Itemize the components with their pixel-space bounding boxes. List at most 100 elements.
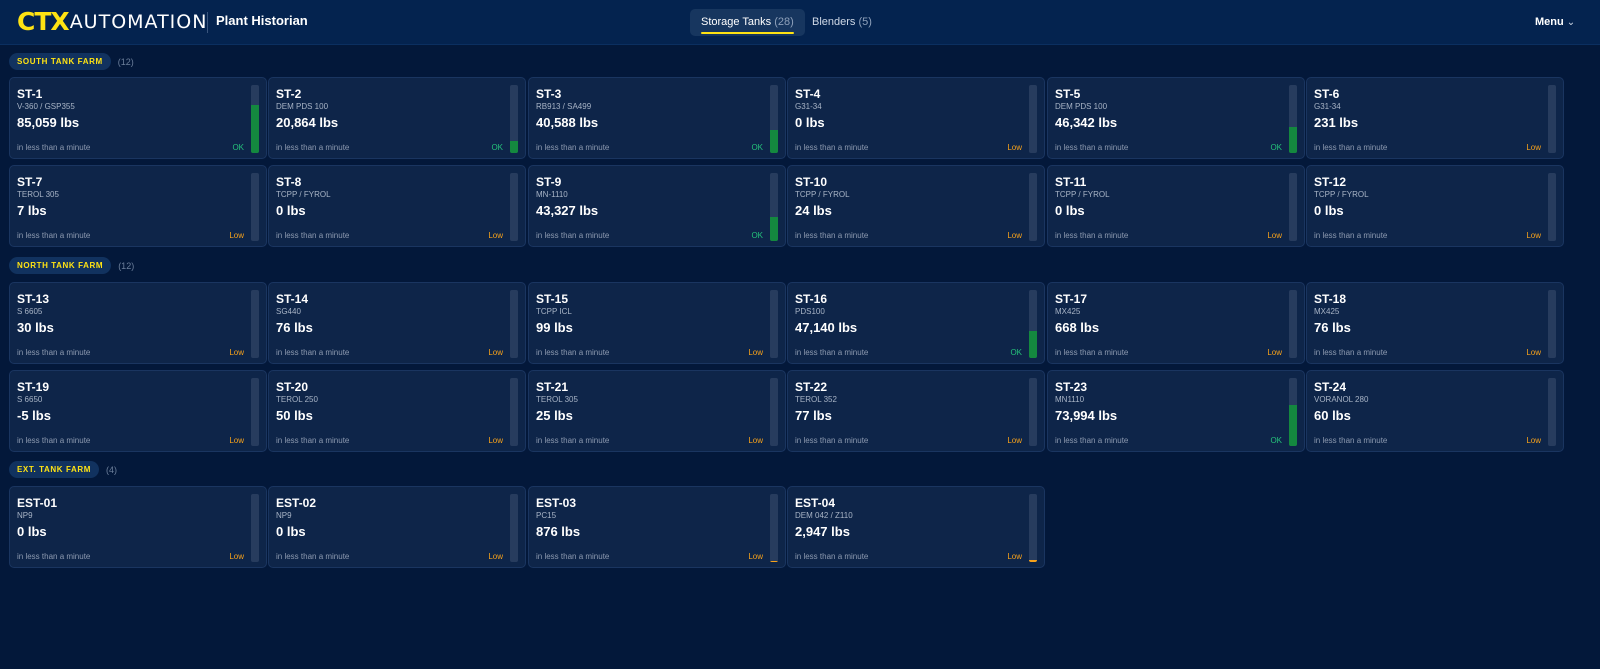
tank-id: ST-11 <box>1055 175 1087 189</box>
tank-card[interactable]: ST-3 RB913 / SA499 40,588 lbs in less than … <box>528 77 786 159</box>
tank-value: 25 lbs <box>536 408 573 423</box>
status-badge: OK <box>751 231 763 240</box>
last-updated: in less than a minute <box>536 436 610 445</box>
last-updated: in less than a minute <box>536 231 610 240</box>
tank-card[interactable]: ST-5 DEM PDS 100 46,342 lbs in less than a … <box>1047 77 1305 159</box>
last-updated: in less than a minute <box>276 436 350 445</box>
status-badge: OK <box>491 143 503 152</box>
top-bar: CTX AUTOMATION Plant Historian Storage T… <box>0 0 1600 45</box>
last-updated: in less than a minute <box>795 436 869 445</box>
last-updated: in less than a minute <box>17 348 91 357</box>
tank-id: EST-02 <box>276 496 317 510</box>
section-count: (4) <box>106 464 118 475</box>
tank-id: ST-13 <box>17 292 50 306</box>
tank-card[interactable]: ST-20 TEROL 250 50 lbs in less than a minut… <box>268 370 526 452</box>
tank-card[interactable]: ST-7 TEROL 305 7 lbs in less than a minute L… <box>9 165 267 247</box>
tank-value: 2,947 lbs <box>795 524 850 539</box>
section-header: NORTH TANK FARM (12) <box>9 257 134 274</box>
level-gauge <box>1548 290 1556 358</box>
status-badge: Low <box>1526 143 1541 152</box>
last-updated: in less than a minute <box>17 552 91 561</box>
level-gauge <box>1548 173 1556 241</box>
level-gauge-fill <box>1289 127 1297 153</box>
tank-card[interactable]: EST-02 NP9 0 lbs in less than a minute Low <box>268 486 526 568</box>
tank-value: 20,864 lbs <box>276 115 339 130</box>
tank-card[interactable]: ST-10 TCPP / FYROL 24 lbs in less than a mi… <box>787 165 1045 247</box>
tank-value: 0 lbs <box>17 524 47 539</box>
tank-card[interactable]: ST-16 PDS100 47,140 lbs in less than a minu… <box>787 282 1045 364</box>
last-updated: in less than a minute <box>536 348 610 357</box>
tank-id: ST-23 <box>1055 380 1088 394</box>
last-updated: in less than a minute <box>536 552 610 561</box>
tank-product: MN-1110 <box>536 190 568 199</box>
level-gauge <box>770 173 778 241</box>
level-gauge <box>510 85 518 153</box>
tank-value: 30 lbs <box>17 320 54 335</box>
tank-product: PDS100 <box>795 307 825 316</box>
tank-card[interactable]: EST-01 NP9 0 lbs in less than a minute Low <box>9 486 267 568</box>
tank-card[interactable]: ST-11 TCPP / FYROL 0 lbs in less than a min… <box>1047 165 1305 247</box>
tank-card[interactable]: ST-1 V-360 / GSP355 85,059 lbs in less than… <box>9 77 267 159</box>
tab-storage-tanks[interactable]: Storage Tanks (28) <box>690 9 805 36</box>
tank-card[interactable]: ST-15 TCPP ICL 99 lbs in less than a minute… <box>528 282 786 364</box>
tank-id: ST-14 <box>276 292 309 306</box>
level-gauge-fill <box>1029 330 1037 358</box>
level-gauge-fill <box>1289 404 1297 446</box>
status-badge: Low <box>1007 231 1022 240</box>
tab-blenders[interactable]: Blenders (5) <box>801 9 883 36</box>
tank-product: NP9 <box>276 511 292 520</box>
tank-value: 47,140 lbs <box>795 320 858 335</box>
tank-card[interactable]: ST-22 TEROL 352 77 lbs in less than a minut… <box>787 370 1045 452</box>
last-updated: in less than a minute <box>795 552 869 561</box>
level-gauge <box>770 290 778 358</box>
last-updated: in less than a minute <box>17 231 91 240</box>
tank-card[interactable]: ST-14 SG440 76 lbs in less than a minute Low <box>268 282 526 364</box>
tank-card[interactable]: ST-24 VORANOL 280 60 lbs in less than a min… <box>1306 370 1564 452</box>
tank-card[interactable]: ST-18 MX425 76 lbs in less than a minute Low <box>1306 282 1564 364</box>
last-updated: in less than a minute <box>17 436 91 445</box>
tank-value: 24 lbs <box>795 203 832 218</box>
tank-product: G31-34 <box>1314 102 1341 111</box>
last-updated: in less than a minute <box>536 143 610 152</box>
level-gauge <box>770 378 778 446</box>
tank-id: ST-3 <box>536 87 562 101</box>
tank-card[interactable]: EST-04 DEM 042 / Z110 2,947 lbs in less tha… <box>787 486 1045 568</box>
tank-id: ST-6 <box>1314 87 1340 101</box>
active-tab-indicator <box>701 32 794 34</box>
tank-card[interactable]: ST-13 S 6605 30 lbs in less than a minute Lo… <box>9 282 267 364</box>
tank-card[interactable]: ST-19 S 6650 -5 lbs in less than a minute Lo… <box>9 370 267 452</box>
level-gauge <box>770 494 778 562</box>
menu-label: Menu <box>1535 16 1564 28</box>
section-label: SOUTH TANK FARM <box>9 53 111 70</box>
section-count: (12) <box>118 260 135 271</box>
last-updated: in less than a minute <box>795 231 869 240</box>
tank-card[interactable]: ST-9 MN-1110 43,327 lbs in less than a minu… <box>528 165 786 247</box>
logo-mark: CTX <box>17 7 70 36</box>
level-gauge <box>510 378 518 446</box>
status-badge: OK <box>1270 143 1282 152</box>
tank-product: DEM PDS 100 <box>276 102 329 111</box>
tank-card[interactable]: ST-21 TEROL 305 25 lbs in less than a minut… <box>528 370 786 452</box>
last-updated: in less than a minute <box>276 143 350 152</box>
tank-value: 43,327 lbs <box>536 203 599 218</box>
tank-product: PC15 <box>536 511 557 520</box>
tank-card[interactable]: ST-8 TCPP / FYROL 0 lbs in less than a minu… <box>268 165 526 247</box>
tank-card[interactable]: ST-23 MN1110 73,994 lbs in less than a minu… <box>1047 370 1305 452</box>
tank-card[interactable]: ST-6 G31-34 231 lbs in less than a minute Lo… <box>1306 77 1564 159</box>
tank-card[interactable]: ST-4 G31-34 0 lbs in less than a minute Low <box>787 77 1045 159</box>
menu-button[interactable]: Menu ⌄ <box>1535 16 1575 28</box>
tank-product: TCPP / FYROL <box>1314 190 1369 199</box>
section-label: NORTH TANK FARM <box>9 257 112 274</box>
level-gauge <box>1029 378 1037 446</box>
tank-card[interactable]: ST-2 DEM PDS 100 20,864 lbs in less than a … <box>268 77 526 159</box>
tank-card[interactable]: ST-17 MX425 668 lbs in less than a minute Lo… <box>1047 282 1305 364</box>
tank-card[interactable]: ST-12 TCPP / FYROL 0 lbs in less than a min… <box>1306 165 1564 247</box>
level-gauge-fill <box>251 105 259 153</box>
level-gauge <box>251 85 259 153</box>
level-gauge <box>1029 173 1037 241</box>
status-badge: Low <box>488 348 503 357</box>
level-gauge <box>1289 290 1297 358</box>
status-badge: Low <box>1526 231 1541 240</box>
ctx-automation-logo[interactable]: CTX AUTOMATION <box>17 7 207 36</box>
tank-card[interactable]: EST-03 PC15 876 lbs in less than a minute Lo… <box>528 486 786 568</box>
